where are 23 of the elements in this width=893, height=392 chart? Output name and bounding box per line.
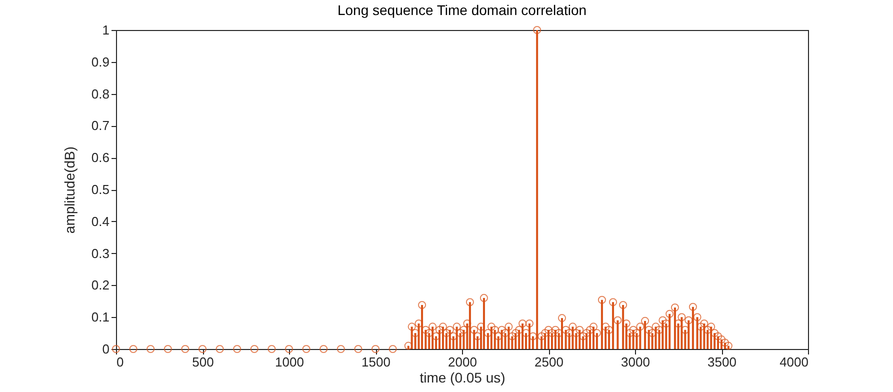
y-tick-label: 0.4 <box>91 214 110 229</box>
y-tick-label: 0 <box>102 342 110 356</box>
x-tick-label: 3500 <box>708 354 736 370</box>
y-tick-label: 0.5 <box>91 182 110 197</box>
x-tick-label: 1500 <box>362 354 390 370</box>
chart-title: Long sequence Time domain correlation <box>337 2 587 18</box>
y-tick-label: 0.9 <box>91 54 110 70</box>
y-tick-label: 0.8 <box>91 86 110 102</box>
x-tick-label: 3000 <box>621 354 650 370</box>
y-tick-label: 0.6 <box>91 150 110 166</box>
y-axis-title: amplitude(dB) <box>61 146 78 234</box>
x-tick-label: 4000 <box>780 354 808 370</box>
x-tick-label: 500 <box>192 354 214 370</box>
y-tick-label: 0.7 <box>91 118 110 134</box>
y-tick-label: 0.3 <box>91 246 110 261</box>
x-tick-label: 1000 <box>275 354 304 370</box>
x-tick-label: 2500 <box>534 354 564 370</box>
y-tick-label: 0.1 <box>91 310 110 325</box>
x-tick-label: 0 <box>116 354 124 370</box>
y-tick-label: 1 <box>102 22 110 38</box>
y-tick-label: 0.2 <box>91 278 110 293</box>
x-tick-label: 2000 <box>448 354 477 370</box>
x-axis-title: time (0.05 us) <box>420 370 506 386</box>
